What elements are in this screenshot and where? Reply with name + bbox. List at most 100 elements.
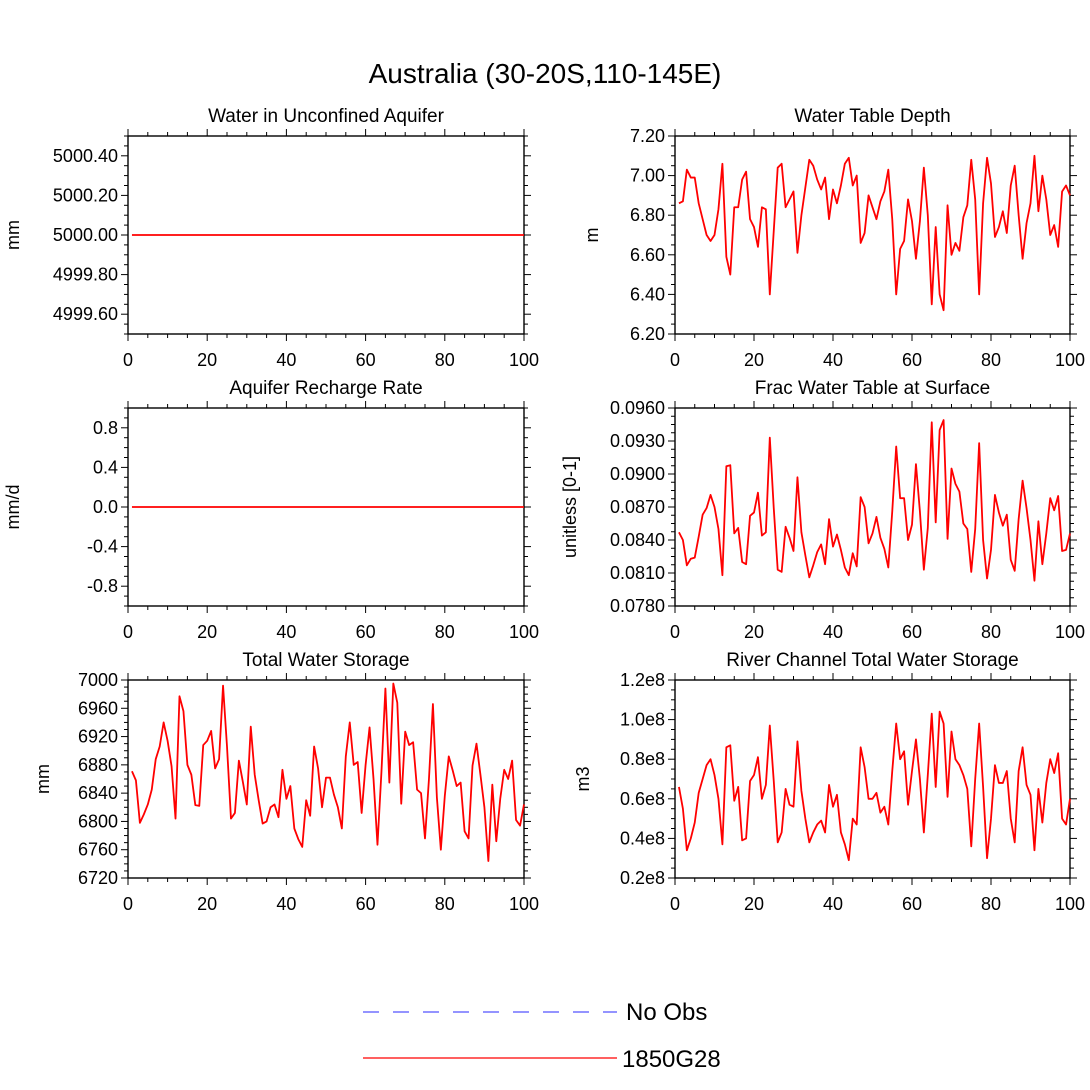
x-tick-label: 100 (509, 622, 539, 642)
panel-title: River Channel Total Water Storage (726, 650, 1019, 671)
x-tick-label: 20 (744, 622, 764, 642)
panel-6: River Channel Total Water Storage 0 20 40 60… (573, 650, 1085, 914)
panel-title: Water Table Depth (794, 106, 950, 127)
y-tick-label: 6.80 (630, 205, 665, 225)
y-tick-label: 6920 (78, 727, 118, 747)
panel-5: Total Water Storage 0 20 40 60 80 100 6720 6760 6… (33, 650, 539, 914)
panels: Water in Unconfined Aquifer 0 20 40 60 80 100 4… (3, 106, 1085, 914)
y-axis-label: mm (33, 764, 53, 794)
panel-title: Total Water Storage (242, 650, 409, 671)
x-tick-label: 80 (435, 622, 455, 642)
x-tick-label: 20 (197, 894, 217, 914)
y-tick-label: 0.2e8 (620, 868, 665, 888)
y-tick-label: 4999.80 (53, 265, 118, 285)
y-tick-label: 1.0e8 (620, 710, 665, 730)
x-tick-label: 20 (197, 350, 217, 370)
x-tick-label: 60 (902, 350, 922, 370)
x-tick-label: 0 (670, 622, 680, 642)
y-tick-label: -0.8 (87, 576, 118, 596)
y-tick-label: 0.0960 (610, 398, 665, 418)
y-tick-label: 6.60 (630, 245, 665, 265)
series-line-1850g28 (678, 419, 1071, 582)
y-tick-label: 0.0 (93, 497, 118, 517)
x-tick-label: 60 (356, 350, 376, 370)
x-tick-label: 60 (902, 894, 922, 914)
y-tick-label: 0.8 (93, 418, 118, 438)
y-tick-label: 6.40 (630, 284, 665, 304)
x-tick-label: 60 (356, 894, 376, 914)
y-tick-label: 5000.20 (53, 185, 118, 205)
x-tick-label: 100 (1055, 894, 1085, 914)
y-axis-label: mm (3, 220, 23, 250)
x-tick-label: 20 (197, 622, 217, 642)
y-tick-label: 7.00 (630, 166, 665, 186)
x-tick-label: 100 (1055, 350, 1085, 370)
panel-3: Aquifer Recharge Rate 0 20 40 60 80 100 -0.8 -0.… (3, 378, 539, 642)
y-axis-label: unitless [0-1] (560, 456, 580, 558)
x-tick-label: 40 (823, 894, 843, 914)
y-tick-label: 0.6e8 (620, 789, 665, 809)
y-tick-label: 0.0840 (610, 530, 665, 550)
x-tick-label: 0 (123, 622, 133, 642)
y-tick-label: 0.0900 (610, 464, 665, 484)
y-tick-label: 0.4 (93, 457, 118, 477)
y-axis-label: mm/d (3, 485, 23, 530)
y-tick-label: 1.2e8 (620, 670, 665, 690)
x-tick-label: 0 (670, 350, 680, 370)
y-tick-label: 6880 (78, 755, 118, 775)
y-tick-label: 6960 (78, 698, 118, 718)
x-tick-label: 20 (744, 894, 764, 914)
y-tick-label: 0.0810 (610, 563, 665, 583)
plot-frame (674, 679, 1071, 879)
y-tick-label: 0.0930 (610, 431, 665, 451)
plot-frame (674, 407, 1071, 607)
y-tick-label: 0.8e8 (620, 749, 665, 769)
y-tick-label: 0.0870 (610, 497, 665, 517)
x-tick-label: 60 (902, 622, 922, 642)
x-tick-label: 40 (276, 350, 296, 370)
legend-label-1850g28: 1850G28 (622, 1046, 721, 1073)
y-tick-label: 5000.00 (53, 225, 118, 245)
x-tick-label: 0 (123, 894, 133, 914)
y-tick-label: 6760 (78, 840, 118, 860)
series-line-1850g28 (131, 682, 525, 862)
panel-1: Water in Unconfined Aquifer 0 20 40 60 80 100 4… (3, 106, 539, 370)
y-tick-label: 6.20 (630, 324, 665, 344)
series-line-1850g28 (678, 154, 1071, 312)
y-tick-label: 4999.60 (53, 304, 118, 324)
figure-title: Australia (30-20S,110-145E) (369, 58, 722, 89)
panel-title: Water in Unconfined Aquifer (208, 106, 445, 127)
x-tick-label: 80 (981, 894, 1001, 914)
legend-label-no-obs: No Obs (626, 999, 707, 1026)
y-axis-label: m3 (573, 766, 593, 791)
legend: No Obs 1850G28 (363, 999, 721, 1073)
panel-2: Water Table Depth 0 20 40 60 80 100 6.20 6.40 6.6… (582, 106, 1085, 370)
panel-4: Frac Water Table at Surface 0 20 40 60 80 100 0… (560, 378, 1085, 642)
y-tick-label: 0.0780 (610, 596, 665, 616)
x-tick-label: 40 (276, 622, 296, 642)
y-tick-label: 6840 (78, 783, 118, 803)
series-line-1850g28 (678, 710, 1071, 862)
y-tick-label: 7.20 (630, 126, 665, 146)
x-tick-label: 80 (981, 350, 1001, 370)
x-tick-label: 40 (823, 350, 843, 370)
x-tick-label: 40 (276, 894, 296, 914)
x-tick-label: 80 (435, 350, 455, 370)
x-tick-label: 0 (123, 350, 133, 370)
panel-title: Frac Water Table at Surface (755, 378, 991, 399)
y-tick-label: -0.4 (87, 537, 118, 557)
plot-frame (674, 135, 1071, 335)
y-tick-label: 6800 (78, 811, 118, 831)
x-tick-label: 40 (823, 622, 843, 642)
x-tick-label: 80 (981, 622, 1001, 642)
x-tick-label: 100 (509, 350, 539, 370)
y-tick-label: 6720 (78, 868, 118, 888)
y-tick-label: 7000 (78, 670, 118, 690)
x-tick-label: 80 (435, 894, 455, 914)
panel-title: Aquifer Recharge Rate (229, 378, 422, 399)
x-tick-label: 0 (670, 894, 680, 914)
x-tick-label: 20 (744, 350, 764, 370)
y-tick-label: 5000.40 (53, 146, 118, 166)
x-tick-label: 60 (356, 622, 376, 642)
x-tick-label: 100 (509, 894, 539, 914)
